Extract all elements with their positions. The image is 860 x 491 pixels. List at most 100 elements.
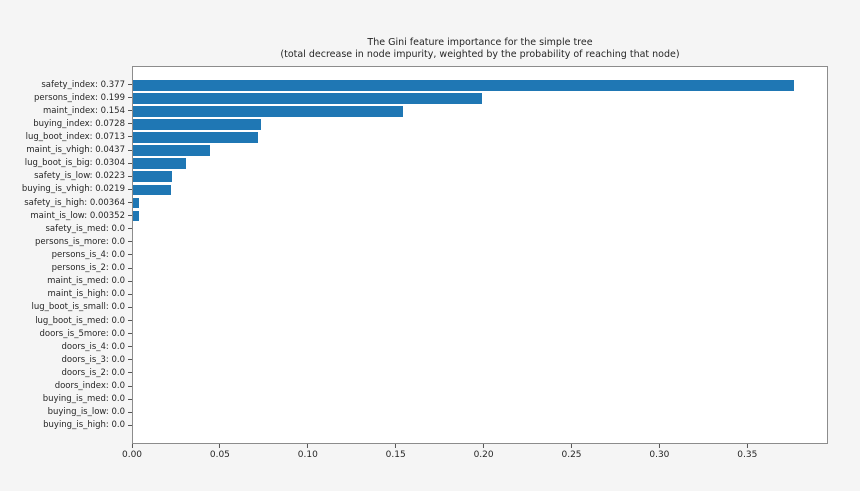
x-tick-0.05: 0.05	[210, 444, 230, 460]
y-tick-label-lug_boot_index: lug_boot_index: 0.0713	[25, 131, 125, 142]
y-tick-row: persons_index: 0.199	[0, 91, 132, 104]
bar-row	[133, 209, 827, 222]
x-tick-mark	[131, 444, 133, 448]
y-tick-mark	[128, 254, 132, 256]
y-tick-mark	[128, 110, 132, 112]
y-tick-label-safety_is_low: safety_is_low: 0.0223	[34, 171, 125, 182]
y-tick-mark	[128, 372, 132, 374]
y-tick-mark	[128, 385, 132, 387]
y-tick-row: doors_is_3: 0.0	[0, 353, 132, 366]
y-tick-label-doors_is_5more: doors_is_5more: 0.0	[39, 328, 125, 339]
x-tick-label: 0.30	[649, 449, 670, 460]
y-tick-label-doors_is_2: doors_is_2: 0.0	[61, 367, 125, 378]
x-tick-mark	[570, 444, 572, 448]
x-tick-label: 0.15	[385, 449, 406, 460]
y-tick-row: doors_is_5more: 0.0	[0, 327, 132, 340]
chart-title-line2: (total decrease in node impurity, weight…	[280, 49, 680, 60]
bar-row	[133, 222, 827, 235]
y-tick-label-buying_is_vhigh: buying_is_vhigh: 0.0219	[21, 184, 125, 195]
bar-row	[133, 183, 827, 196]
y-tick-mark	[128, 346, 132, 348]
y-tick-row: safety_is_low: 0.0223	[0, 170, 132, 183]
y-tick-label-safety_is_med: safety_is_med: 0.0	[45, 223, 125, 234]
bar-row	[133, 366, 827, 379]
y-tick-label-persons_is_4: persons_is_4: 0.0	[51, 249, 125, 260]
y-tick-label-doors_index: doors_index: 0.0	[54, 381, 125, 392]
bar-safety_is_high	[133, 197, 140, 209]
y-tick-label-safety_index: safety_index: 0.377	[41, 79, 125, 90]
plot-area	[132, 66, 828, 444]
y-tick-row: lug_boot_is_big: 0.0304	[0, 157, 132, 170]
bar-row	[133, 118, 827, 131]
y-tick-mark	[128, 188, 132, 190]
y-tick-row: maint_index: 0.154	[0, 104, 132, 117]
bar-row	[133, 379, 827, 392]
x-tick-mark	[395, 444, 397, 448]
x-axis-tick-labels: 0.00 0.05 0.10 0.15 0.20 0.25 0.30 0.35	[122, 444, 828, 470]
bar-row	[133, 131, 827, 144]
bar-row	[133, 144, 827, 157]
y-tick-row: persons_is_4: 0.0	[0, 248, 132, 261]
y-tick-label-maint_is_high: maint_is_high: 0.0	[47, 289, 125, 300]
y-tick-row: maint_is_high: 0.0	[0, 288, 132, 301]
y-tick-label-buying_index: buying_index: 0.0728	[33, 118, 125, 129]
bar-buying_index	[133, 119, 261, 130]
bar-row	[133, 196, 827, 209]
x-tick-0.20: 0.20	[474, 444, 494, 460]
y-tick-row: maint_is_vhigh: 0.0437	[0, 144, 132, 157]
chart-title: The Gini feature importance for the simp…	[132, 37, 828, 61]
y-tick-row: lug_boot_index: 0.0713	[0, 130, 132, 143]
bar-persons_index	[133, 93, 482, 104]
x-tick-label: 0.00	[121, 449, 143, 460]
y-tick-mark	[128, 241, 132, 243]
y-tick-row: persons_is_more: 0.0	[0, 235, 132, 248]
y-tick-label-maint_index: maint_index: 0.154	[43, 105, 125, 116]
y-tick-label-persons_index: persons_index: 0.199	[34, 92, 125, 103]
y-tick-label-persons_is_more: persons_is_more: 0.0	[35, 236, 125, 247]
y-tick-mark	[128, 215, 132, 217]
bar-row	[133, 340, 827, 353]
x-tick-label: 0.05	[209, 449, 230, 460]
bar-safety_is_low	[133, 171, 173, 182]
chart-title-line1: The Gini feature importance for the simp…	[367, 37, 593, 48]
y-tick-label-lug_boot_is_small: lug_boot_is_small: 0.0	[31, 302, 125, 313]
y-tick-mark	[128, 84, 132, 86]
bar-maint_is_vhigh	[133, 145, 210, 156]
y-tick-row: doors_index: 0.0	[0, 380, 132, 393]
x-tick-0.35: 0.35	[737, 444, 757, 460]
y-tick-mark	[128, 162, 132, 164]
y-tick-mark	[128, 136, 132, 138]
y-tick-mark	[128, 320, 132, 322]
y-tick-mark	[128, 280, 132, 282]
y-tick-row: lug_boot_is_small: 0.0	[0, 301, 132, 314]
bar-safety_index	[133, 80, 794, 91]
y-tick-row: buying_is_low: 0.0	[0, 406, 132, 419]
y-tick-label-maint_is_med: maint_is_med: 0.0	[47, 276, 125, 287]
y-tick-label-persons_is_2: persons_is_2: 0.0	[51, 263, 125, 274]
bar-row	[133, 392, 827, 405]
y-tick-label-buying_is_med: buying_is_med: 0.0	[42, 394, 125, 405]
x-tick-label: 0.10	[297, 449, 318, 460]
y-tick-label-doors_is_3: doors_is_3: 0.0	[61, 354, 125, 365]
bar-row	[133, 405, 827, 418]
bar-row	[133, 157, 827, 170]
y-tick-mark	[128, 228, 132, 230]
y-tick-mark	[128, 175, 132, 177]
bar-buying_is_vhigh	[133, 184, 172, 196]
x-tick-0.25: 0.25	[561, 444, 582, 460]
y-tick-row: lug_boot_is_med: 0.0	[0, 314, 132, 327]
y-tick-row: safety_index: 0.377	[0, 78, 132, 91]
bar-row	[133, 418, 827, 431]
bar-row	[133, 261, 827, 274]
x-tick-label: 0.25	[561, 449, 582, 460]
y-tick-label-lug_boot_is_big: lug_boot_is_big: 0.0304	[24, 158, 125, 169]
y-tick-label-safety_is_high: safety_is_high: 0.00364	[24, 197, 125, 208]
bar-row	[133, 92, 827, 105]
y-tick-mark	[128, 267, 132, 269]
x-tick-0.30: 0.30	[649, 444, 669, 460]
x-tick-mark	[307, 444, 309, 448]
y-axis-tick-labels: safety_index: 0.377 persons_index: 0.199 m…	[0, 66, 132, 444]
y-tick-row: buying_is_high: 0.0	[0, 419, 132, 432]
bar-row	[133, 235, 827, 248]
